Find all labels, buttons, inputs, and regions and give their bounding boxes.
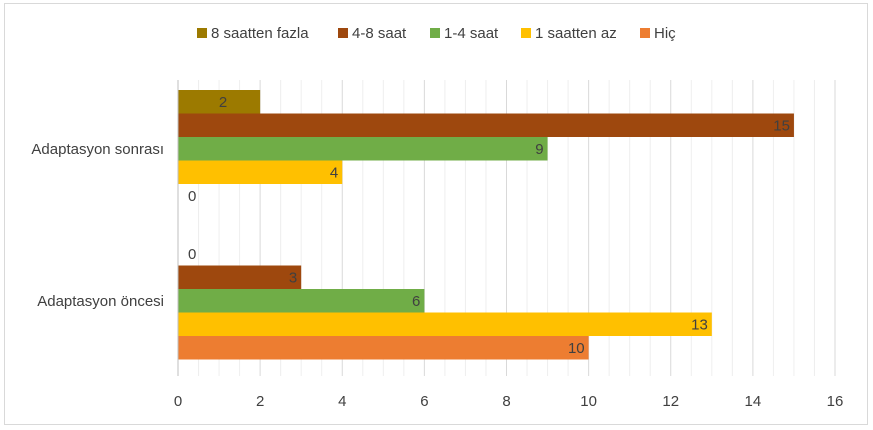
legend-label: 1-4 saat: [444, 25, 499, 42]
x-tick-label: 6: [420, 393, 428, 410]
x-tick-label: 16: [827, 393, 844, 410]
x-tick-label: 14: [745, 393, 762, 410]
data-label: 10: [568, 340, 585, 357]
data-label: 9: [535, 141, 543, 158]
data-label: 13: [691, 316, 708, 333]
data-label: 0: [188, 188, 196, 205]
x-tick-label: 10: [580, 393, 597, 410]
bar-0-3: [178, 160, 343, 184]
data-label: 3: [289, 269, 297, 286]
bar-1-1: [178, 265, 302, 289]
legend-label: Hiç: [654, 25, 676, 42]
category-label: Adaptasyon öncesi: [37, 293, 164, 310]
x-tick-label: 8: [502, 393, 510, 410]
legend-swatch: [521, 28, 531, 38]
bar-1-2: [178, 289, 425, 313]
legend-swatch: [338, 28, 348, 38]
x-tick-label: 0: [174, 393, 182, 410]
bar-1-4: [178, 336, 589, 360]
x-tick-label: 12: [662, 393, 679, 410]
bar-0-1: [178, 113, 794, 137]
bar-0-0: [178, 90, 261, 114]
data-label: 2: [219, 94, 227, 111]
x-tick-label: 2: [256, 393, 264, 410]
data-label: 15: [773, 117, 790, 134]
data-label: 0: [188, 246, 196, 263]
legend-swatch: [430, 28, 440, 38]
legend-label: 4-8 saat: [352, 25, 407, 42]
x-tick-label: 4: [338, 393, 346, 410]
legend-swatch: [640, 28, 650, 38]
legend-label: 8 saatten fazla: [211, 25, 309, 42]
legend-label: 1 saatten az: [535, 25, 617, 42]
bar-1-3: [178, 312, 712, 336]
legend-swatch: [197, 28, 207, 38]
bar-0-2: [178, 137, 548, 161]
data-label: 4: [330, 164, 338, 181]
data-label: 6: [412, 293, 420, 310]
category-label: Adaptasyon sonrası: [31, 141, 164, 158]
